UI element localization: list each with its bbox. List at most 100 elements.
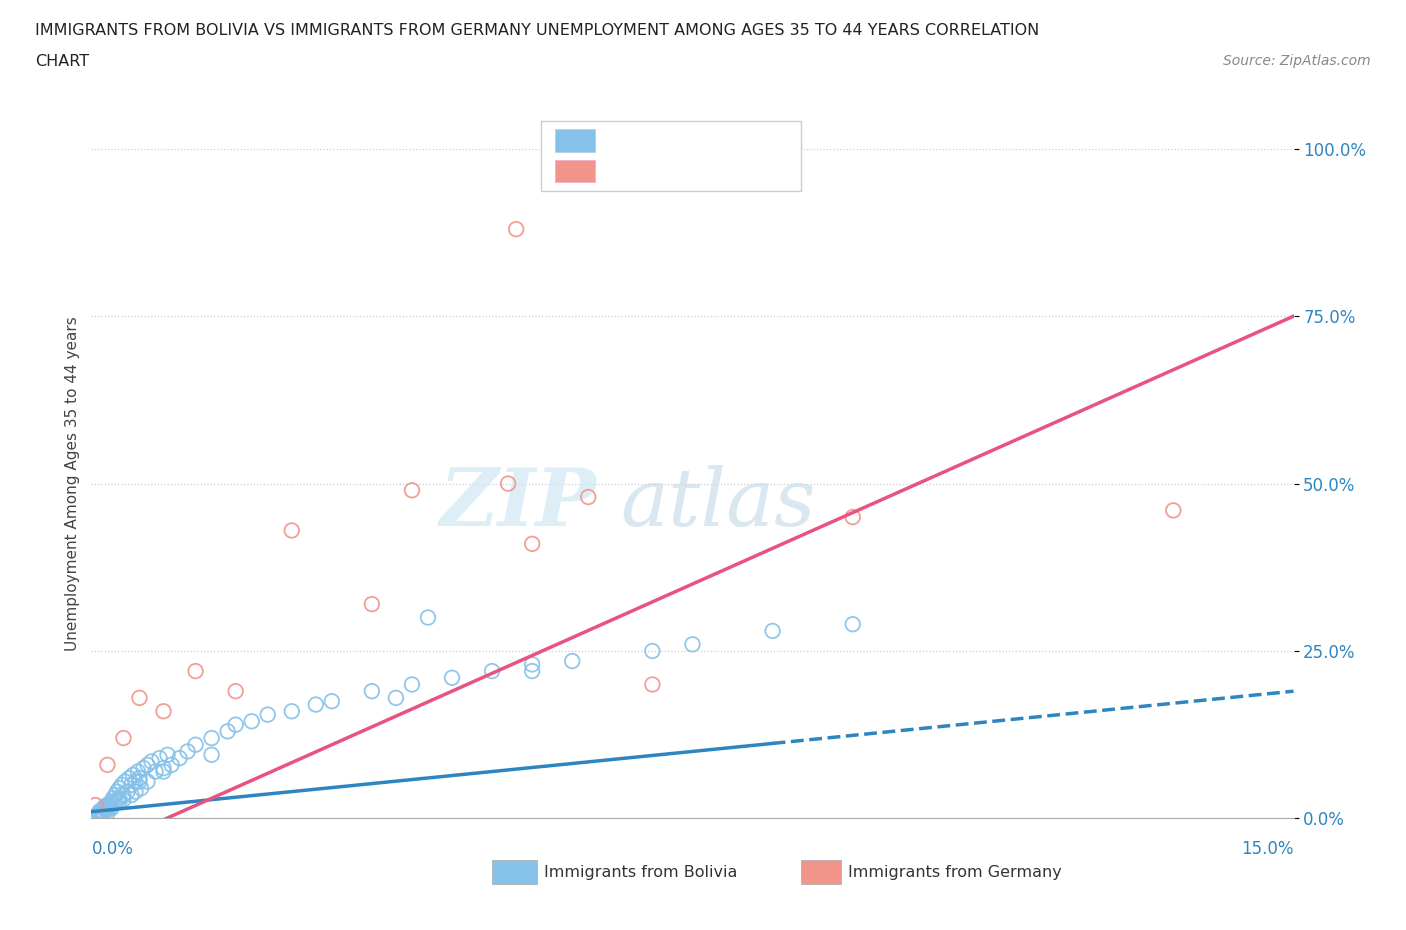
Point: [90, 803, 112, 817]
Point: [94, 799, 117, 814]
Point: [305, 698, 328, 712]
Point: [129, 781, 152, 796]
Point: [401, 677, 423, 692]
Y-axis label: Unemployment Among Ages 35 to 44 years: Unemployment Among Ages 35 to 44 years: [65, 316, 80, 651]
Point: [84, 798, 107, 813]
Point: [152, 761, 174, 776]
Point: [160, 757, 183, 772]
Text: 0.543: 0.543: [637, 131, 693, 150]
Point: [441, 671, 464, 685]
Point: [93, 809, 115, 824]
Point: [104, 794, 127, 809]
Point: [841, 617, 863, 631]
Point: [90, 805, 112, 820]
Point: [561, 654, 583, 669]
Point: [505, 221, 527, 236]
Text: ZIP: ZIP: [440, 465, 596, 542]
Point: [145, 764, 167, 779]
Point: [841, 510, 863, 525]
Point: [520, 657, 543, 671]
Point: [360, 684, 382, 698]
Point: [86, 807, 108, 822]
Point: [100, 794, 122, 809]
Point: [98, 796, 121, 811]
Point: [93, 804, 115, 819]
Text: N =: N =: [693, 162, 733, 180]
Point: [104, 788, 127, 803]
Point: [321, 694, 343, 709]
Point: [96, 757, 118, 772]
Point: [136, 757, 159, 772]
Point: [124, 774, 146, 789]
Point: [201, 748, 224, 763]
Point: [225, 717, 247, 732]
Point: [281, 523, 304, 538]
Point: [96, 798, 118, 813]
Point: [100, 801, 122, 816]
Point: [681, 637, 703, 652]
Text: 81: 81: [728, 131, 754, 150]
Point: [93, 801, 115, 816]
Point: [217, 724, 239, 738]
Point: [105, 784, 128, 799]
Text: R =: R =: [605, 131, 644, 150]
Point: [481, 664, 503, 679]
Text: 17: 17: [728, 162, 754, 180]
Text: N =: N =: [693, 131, 733, 150]
Point: [117, 784, 139, 799]
Point: [225, 684, 247, 698]
Text: 0.0%: 0.0%: [91, 840, 134, 857]
Point: [84, 810, 107, 825]
Point: [121, 788, 143, 803]
Point: [240, 714, 263, 729]
Point: [184, 664, 207, 679]
Point: [176, 744, 198, 759]
Point: [89, 807, 111, 822]
Point: [112, 788, 135, 803]
Point: [87, 808, 110, 823]
Text: Immigrants from Germany: Immigrants from Germany: [848, 865, 1062, 880]
Point: [107, 792, 129, 807]
Point: [87, 809, 110, 824]
Point: [360, 597, 382, 612]
Point: [385, 690, 408, 705]
Point: [118, 771, 141, 786]
Point: [156, 748, 179, 763]
Point: [128, 774, 150, 789]
Point: [98, 800, 121, 815]
Text: 0.617: 0.617: [637, 162, 693, 180]
Point: [201, 731, 224, 746]
Point: [641, 677, 664, 692]
Point: [256, 707, 278, 722]
Point: [124, 784, 146, 799]
Point: [141, 754, 163, 769]
Text: R =: R =: [605, 162, 644, 180]
Point: [111, 777, 134, 792]
Point: [112, 731, 135, 746]
Text: IMMIGRANTS FROM BOLIVIA VS IMMIGRANTS FROM GERMANY UNEMPLOYMENT AMONG AGES 35 TO: IMMIGRANTS FROM BOLIVIA VS IMMIGRANTS FR…: [35, 23, 1039, 38]
Point: [127, 764, 149, 779]
Point: [94, 803, 117, 817]
Point: [641, 644, 664, 658]
Point: [520, 537, 543, 551]
Point: [152, 704, 174, 719]
Point: [96, 805, 118, 820]
Text: Immigrants from Bolivia: Immigrants from Bolivia: [544, 865, 738, 880]
Text: 15.0%: 15.0%: [1241, 840, 1294, 857]
Point: [128, 771, 150, 786]
Text: Source: ZipAtlas.com: Source: ZipAtlas.com: [1223, 54, 1371, 68]
Point: [148, 751, 170, 765]
Point: [108, 794, 131, 809]
Point: [401, 483, 423, 498]
Point: [96, 801, 118, 816]
Point: [184, 737, 207, 752]
Point: [496, 476, 519, 491]
Point: [101, 790, 124, 805]
Point: [576, 489, 599, 504]
Point: [132, 761, 155, 776]
Text: CHART: CHART: [35, 54, 89, 69]
Point: [128, 690, 150, 705]
Point: [108, 781, 131, 796]
Point: [122, 767, 145, 782]
Point: [520, 664, 543, 679]
